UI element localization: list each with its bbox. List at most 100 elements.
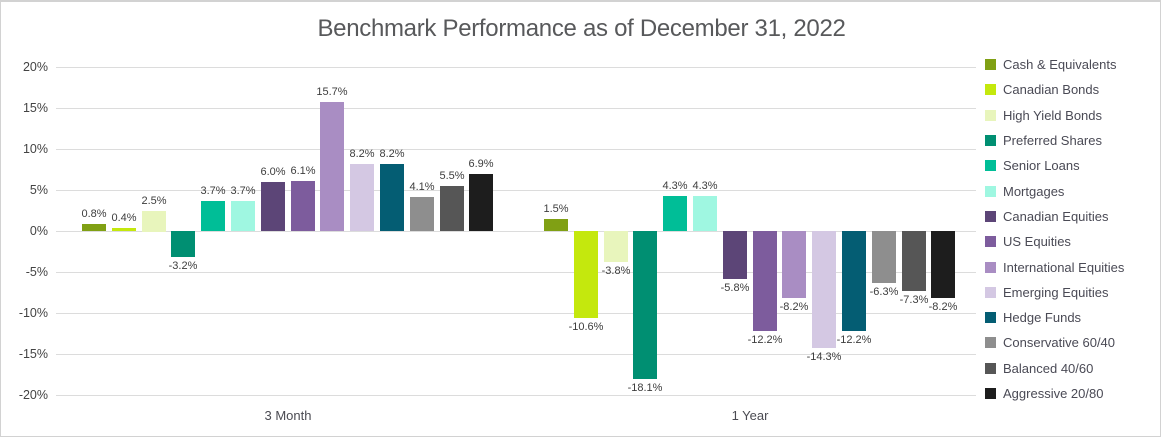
y-axis-tick-label: -20% bbox=[18, 388, 48, 402]
legend-item: Emerging Equities bbox=[985, 280, 1124, 305]
gridline bbox=[56, 313, 976, 314]
legend-item-label: Senior Loans bbox=[1003, 158, 1080, 174]
legend-item: Canadian Equities bbox=[985, 204, 1124, 229]
legend-item-label: Conservative 60/40 bbox=[1003, 335, 1116, 351]
x-axis-category-label: 1 Year bbox=[731, 408, 769, 423]
bar-value-label: 5.5% bbox=[439, 170, 465, 182]
bar-us-equities-3-month bbox=[291, 181, 315, 231]
bar-value-label: -8.2% bbox=[928, 301, 958, 313]
legend-item-label: Mortgages bbox=[1003, 183, 1065, 199]
gridline bbox=[56, 149, 976, 150]
bar-balanced-40-60-1-year bbox=[902, 231, 926, 291]
legend-item-label: Emerging Equities bbox=[1003, 284, 1109, 300]
legend-swatch bbox=[985, 286, 996, 298]
legend-item-label: Aggressive 20/80 bbox=[1003, 386, 1104, 401]
bar-value-label: -7.3% bbox=[899, 294, 929, 306]
bar-high-yield-bonds-3-month bbox=[142, 211, 166, 232]
legend-swatch bbox=[985, 236, 996, 248]
bar-value-label: -12.2% bbox=[747, 334, 783, 346]
legend-item: Hedge Funds bbox=[985, 305, 1124, 330]
bar-value-label: 0.4% bbox=[111, 212, 137, 224]
y-axis-tick-label: 5% bbox=[29, 183, 48, 197]
gridline bbox=[56, 395, 976, 396]
bar-value-label: -5.8% bbox=[720, 282, 750, 294]
bar-senior-loans-3-month bbox=[201, 201, 225, 231]
legend: Cash & Equivalents Canadian Bonds High Yie… bbox=[985, 52, 1124, 406]
bar-canadian-equities-1-year bbox=[723, 231, 747, 279]
bar-value-label: -10.6% bbox=[568, 321, 604, 333]
legend-swatch bbox=[985, 109, 996, 121]
legend-item: Aggressive 20/80 bbox=[985, 381, 1124, 406]
bar-value-label: 1.5% bbox=[543, 203, 569, 215]
legend-item-label: US Equities bbox=[1003, 234, 1071, 250]
legend-item: Canadian Bonds bbox=[985, 77, 1124, 102]
bar-value-label: 6.1% bbox=[290, 165, 316, 177]
legend-item: Balanced 40/60 bbox=[985, 356, 1124, 381]
legend-swatch bbox=[985, 388, 996, 399]
legend-swatch bbox=[985, 337, 996, 349]
gridline bbox=[56, 190, 976, 191]
bar-value-label: 2.5% bbox=[141, 195, 167, 207]
bar-canadian-bonds-1-year bbox=[574, 231, 598, 318]
bar-senior-loans-1-year bbox=[663, 196, 687, 231]
bar-canadian-bonds-3-month bbox=[112, 228, 136, 231]
bar-value-label: 8.2% bbox=[349, 148, 375, 160]
bar-international-equities-1-year bbox=[782, 231, 806, 298]
y-axis-tick-label: 15% bbox=[22, 101, 48, 115]
bar-aggressive-20-80-1-year bbox=[931, 231, 955, 298]
bar-value-label: 6.0% bbox=[260, 166, 286, 178]
legend-item-label: Preferred Shares bbox=[1003, 133, 1102, 149]
gridline bbox=[56, 67, 976, 68]
bar-preferred-shares-3-month bbox=[171, 231, 195, 257]
bar-mortgages-1-year bbox=[693, 196, 717, 231]
legend-swatch bbox=[985, 160, 996, 172]
legend-item-label: Hedge Funds bbox=[1003, 310, 1082, 326]
bar-value-label: 4.3% bbox=[692, 180, 718, 192]
bar-value-label: 3.7% bbox=[230, 185, 256, 197]
legend-item-label: High Yield Bonds bbox=[1003, 107, 1103, 123]
y-axis-tick-label: -15% bbox=[18, 347, 48, 361]
legend-item-label: Canadian Bonds bbox=[1003, 82, 1100, 98]
legend-item: International Equities bbox=[985, 254, 1124, 279]
legend-swatch bbox=[985, 261, 996, 273]
gridline bbox=[56, 272, 976, 273]
bar-conservative-60-40-3-month bbox=[410, 197, 434, 231]
legend-swatch bbox=[985, 210, 996, 222]
legend-swatch bbox=[985, 185, 996, 197]
legend-swatch bbox=[985, 312, 996, 324]
y-axis-tick-label: 20% bbox=[22, 60, 48, 74]
legend-item: High Yield Bonds bbox=[985, 103, 1124, 128]
bar-us-equities-1-year bbox=[753, 231, 777, 331]
legend-item-label: Balanced 40/60 bbox=[1003, 360, 1094, 376]
bar-cash-equivalents-1-year bbox=[544, 219, 568, 231]
bar-canadian-equities-3-month bbox=[261, 182, 285, 231]
legend-swatch bbox=[985, 84, 996, 96]
bar-value-label: -14.3% bbox=[806, 351, 842, 363]
legend-item: US Equities bbox=[985, 229, 1124, 254]
bar-high-yield-bonds-1-year bbox=[604, 231, 628, 262]
x-axis-category-label: 3 Month bbox=[264, 408, 312, 423]
legend-item: Cash & Equivalents bbox=[985, 52, 1124, 77]
bar-balanced-40-60-3-month bbox=[440, 186, 464, 231]
bar-value-label: 3.7% bbox=[200, 185, 226, 197]
legend-item: Preferred Shares bbox=[985, 128, 1124, 153]
bar-value-label: -12.2% bbox=[836, 334, 872, 346]
legend-swatch bbox=[985, 362, 996, 374]
bar-international-equities-3-month bbox=[320, 102, 344, 231]
bar-value-label: 6.9% bbox=[468, 158, 494, 170]
legend-item: Mortgages bbox=[985, 178, 1124, 203]
y-axis-tick-label: -5% bbox=[25, 265, 48, 279]
bar-mortgages-3-month bbox=[231, 201, 255, 231]
bar-value-label: 15.7% bbox=[316, 86, 348, 98]
legend-item-label: International Equities bbox=[1003, 259, 1125, 275]
gridline bbox=[56, 108, 976, 109]
y-axis-tick-label: 10% bbox=[22, 142, 48, 156]
bar-emerging-equities-1-year bbox=[812, 231, 836, 348]
gridline bbox=[56, 231, 976, 232]
bar-value-label: 4.1% bbox=[409, 181, 435, 193]
legend-swatch bbox=[985, 59, 996, 71]
legend-item: Senior Loans bbox=[985, 153, 1124, 178]
bar-hedge-funds-3-month bbox=[380, 164, 404, 231]
bar-conservative-60-40-1-year bbox=[872, 231, 896, 283]
